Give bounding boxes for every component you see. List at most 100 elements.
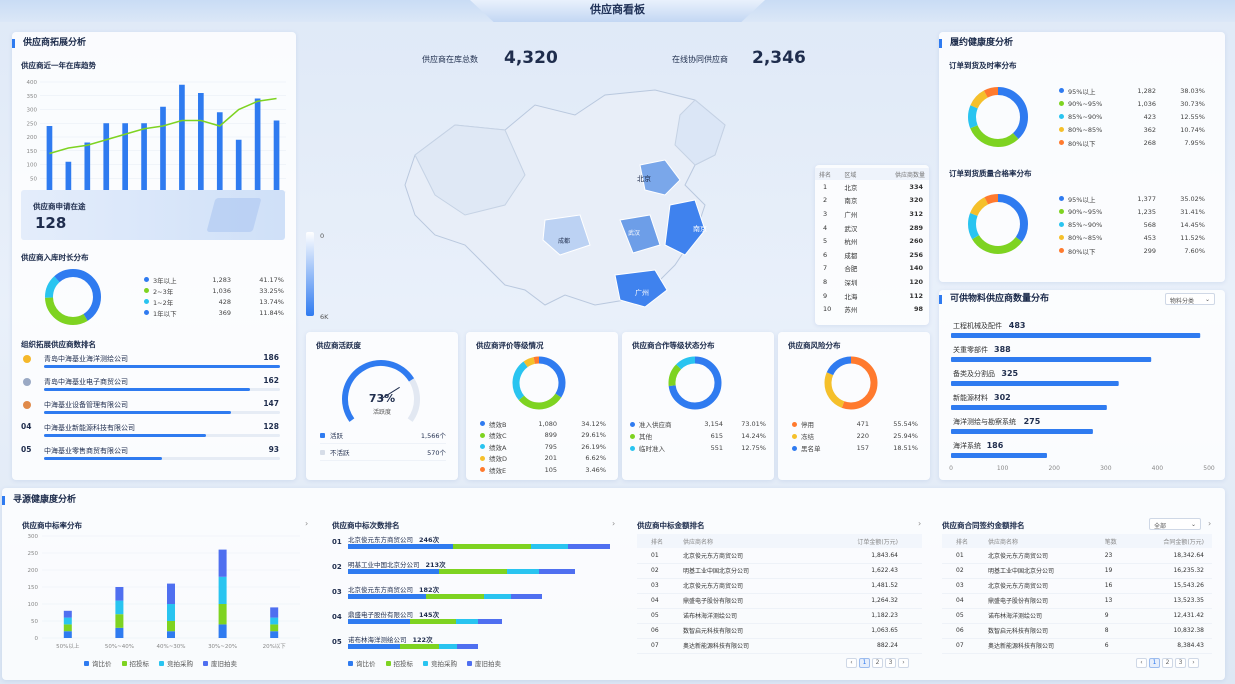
region-row[interactable]: 10 苏州 98 <box>815 302 929 316</box>
contract-row[interactable]: 02 明基工业中国北京分公司 19 16,235.32 <box>942 563 1212 579</box>
legend-count: 3,154 <box>704 420 723 428</box>
amount-pager[interactable]: ‹ 1 2 3 › <box>844 658 909 668</box>
donut-slice <box>968 87 1028 147</box>
legend-row: 2~3年 1,036 33.25% <box>144 285 284 296</box>
region-row[interactable]: 4 武汉 289 <box>815 221 929 235</box>
bid-bar-segment <box>63 624 72 632</box>
amount-row[interactable]: 02 明基工业中国北京分公司 1,622.43 <box>637 563 922 579</box>
amount-row[interactable]: 05 诺布林海洋测绘公司 1,182.23 <box>637 608 922 624</box>
count-rank-row[interactable]: 01 北京俊元东方商贸公司 246次 <box>330 534 614 559</box>
page-button[interactable]: 3 <box>885 658 896 668</box>
contract-row[interactable]: 03 北京俊元东方商贸公司 16 15,543.26 <box>942 578 1212 594</box>
region-row[interactable]: 5 杭州 260 <box>815 234 929 248</box>
count-more-icon[interactable]: › <box>612 519 616 528</box>
x-tick-label: 400 <box>1152 465 1164 472</box>
duration-legend: 3年以上 1,283 41.17% 2~3年 1,036 33.25% 1~2年 428 13.… <box>144 274 284 318</box>
count-rank-row[interactable]: 03 北京俊元东方商贸公司 182次 <box>330 584 614 609</box>
material-value: 325 <box>1001 369 1018 378</box>
amount-name: 鼎盛电子股份有限公司 <box>683 593 804 609</box>
amount-row[interactable]: 07 奥达新能源科技有限公司 882.24 <box>637 638 922 654</box>
page-button[interactable]: 1 <box>859 658 870 668</box>
prev-page-icon[interactable]: ‹ <box>846 658 857 668</box>
apply-card[interactable]: 供应商申请在途 128 <box>21 190 285 240</box>
contract-row[interactable]: 07 奥达新能源科技有限公司 6 8,384.43 <box>942 638 1212 654</box>
contract-pager[interactable]: ‹ 1 2 3 › <box>1134 658 1199 668</box>
legend-swatch <box>84 660 89 666</box>
contract-select[interactable]: 全部 ⌄ <box>1149 518 1201 530</box>
org-rank-row[interactable]: 04 中海基业新能源科技有限公司 128 <box>21 422 285 445</box>
legend-label: 3年以上 <box>153 276 177 285</box>
col-rank: 排名 <box>819 171 832 179</box>
legend-dot <box>792 433 797 439</box>
map-region-west <box>414 124 526 216</box>
y-tick-label: 250 <box>27 121 38 127</box>
org-rank-row[interactable]: 05 中海基业零售商贸有限公司 93 <box>21 445 285 468</box>
y-tick-label: 100 <box>27 163 38 169</box>
risk-legend: 停用 471 55.54% 冻结 220 25.94% 黑名单 157 18.51% <box>792 418 918 454</box>
org-value: 147 <box>263 399 279 408</box>
map-label-nanjing: 南京 <box>693 224 707 233</box>
y-tick-label: 250 <box>28 551 39 557</box>
prev-page-icon[interactable]: ‹ <box>1136 658 1147 668</box>
legend-row: 85%~90% 423 12.55% <box>1059 110 1205 123</box>
activity-legend-label: 活跃 <box>330 432 343 440</box>
org-rank-row[interactable]: 青岛中海基业电子商贸公司 162 <box>21 376 285 399</box>
bid-more-icon[interactable]: › <box>305 519 309 528</box>
region-row[interactable]: 3 广州 312 <box>815 207 929 221</box>
material-select[interactable]: 物料分类 ⌄ <box>1165 293 1215 305</box>
trend-bar <box>198 93 204 192</box>
page-button[interactable]: 1 <box>1149 658 1160 668</box>
y-tick-label: 50 <box>30 176 37 182</box>
org-rank-row[interactable]: 中海基业设备管理有限公司 147 <box>21 399 285 422</box>
org-rank-row[interactable]: 青岛中海基业海洋测绘公司 186 <box>21 353 285 376</box>
risk-title: 供应商风险分布 <box>788 341 841 350</box>
bid-bar-segment <box>218 576 227 604</box>
y-tick-label: 100 <box>28 602 39 608</box>
region-row[interactable]: 8 深圳 120 <box>815 275 929 289</box>
china-map[interactable]: 北京 南京 成都 武汉 广州 <box>395 85 775 325</box>
count-bar-segment <box>538 569 575 574</box>
region-name: 苏州 <box>844 306 858 315</box>
legend-row: 1年以下 369 11.84% <box>144 307 284 318</box>
amount-table: 排名 供应商名称 订单金额(万元) 01 北京俊元东方商贸公司 1,843.64 02… <box>637 534 922 654</box>
material-bar <box>951 333 1201 338</box>
page-button[interactable]: 2 <box>1162 658 1173 668</box>
bid-bar-segment <box>115 627 124 638</box>
duration-title: 供应商入库时长分布 <box>21 253 89 262</box>
org-rank-list: 青岛中海基业海洋测绘公司 186 青岛中海基业电子商贸公司 162 中海基业设备管理有限… <box>21 353 285 468</box>
next-page-icon[interactable]: › <box>898 658 909 668</box>
activity-panel: 供应商活跃度 73% 活跃度 活跃 1,566个 不活跃 570个 <box>306 332 458 480</box>
region-row[interactable]: 2 南京 320 <box>815 194 929 208</box>
page-button[interactable]: 3 <box>1175 658 1186 668</box>
region-row[interactable]: 1 北京 334 <box>815 180 929 194</box>
legend-row: 绩效A 795 26.19% <box>480 441 606 453</box>
legend-row: 停用 471 55.54% <box>792 418 918 430</box>
contract-row[interactable]: 05 诺布林海洋测绘公司 9 12,431.42 <box>942 608 1212 624</box>
amount-value: 1,063.65 <box>803 623 922 639</box>
count-rank-row[interactable]: 05 诺布林海洋测绘公司 122次 <box>330 634 614 659</box>
amount-row[interactable]: 01 北京俊元东方商贸公司 1,843.64 <box>637 548 922 564</box>
region-row[interactable]: 9 北海 112 <box>815 289 929 303</box>
count-legend-label: 废旧拍卖 <box>475 660 501 668</box>
count-rank-value: 213次 <box>425 561 446 569</box>
amount-row[interactable]: 03 北京俊元东方商贸公司 1,481.52 <box>637 578 922 594</box>
count-rank-row[interactable]: 02 明基工业中国北京分公司 213次 <box>330 559 614 584</box>
contract-more-icon[interactable]: › <box>1208 519 1212 528</box>
count-bar-segment <box>456 619 478 624</box>
amount-row[interactable]: 04 鼎盛电子股份有限公司 1,264.32 <box>637 593 922 609</box>
contract-row[interactable]: 01 北京俊元东方商贸公司 23 18,342.64 <box>942 548 1212 564</box>
region-row[interactable]: 7 合肥 140 <box>815 262 929 276</box>
page-button[interactable]: 2 <box>872 658 883 668</box>
contract-row[interactable]: 06 数智启元科技有限公司 8 10,832.38 <box>942 623 1212 639</box>
amount-more-icon[interactable]: › <box>918 519 922 528</box>
next-page-icon[interactable]: › <box>1188 658 1199 668</box>
donut-slice <box>824 356 878 410</box>
count-rank-row[interactable]: 04 鼎盛电子股份有限公司 145次 <box>330 609 614 634</box>
amount-row[interactable]: 06 数智启元科技有限公司 1,063.65 <box>637 623 922 639</box>
region-row[interactable]: 6 成都 256 <box>815 248 929 262</box>
contract-row[interactable]: 04 鼎盛电子股份有限公司 13 13,523.35 <box>942 593 1212 609</box>
legend-pct: 11.84% <box>259 308 284 317</box>
gauge-fill <box>342 360 415 422</box>
grade-panel: 供应商评价等级情况 绩效B 1,080 34.12% 绩效C 899 29.61% 绩效A 7… <box>466 332 618 480</box>
activity-title: 供应商活跃度 <box>316 341 361 350</box>
